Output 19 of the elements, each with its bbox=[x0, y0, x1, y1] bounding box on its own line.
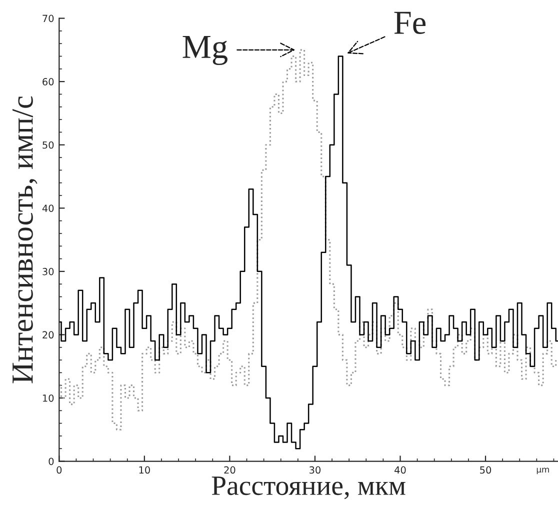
x-tick-label: 20 bbox=[224, 466, 236, 474]
series-label: Mg bbox=[182, 36, 228, 66]
x-tick-label: 30 bbox=[310, 466, 321, 474]
y-tick-label: 10 bbox=[42, 394, 54, 402]
text: µm bbox=[536, 468, 549, 474]
y-tick-label: 20 bbox=[42, 331, 54, 339]
x-tick-label: 50 bbox=[480, 466, 492, 474]
y-tick-label: 60 bbox=[42, 78, 54, 86]
y-tick-label: 0 bbox=[48, 458, 54, 466]
x-tick-label: 40 bbox=[394, 466, 406, 474]
legend-label: Fe bbox=[394, 12, 426, 34]
y-axis-title: Интенсивность, имп/с bbox=[12, 96, 38, 384]
y-tick-label: 50 bbox=[42, 141, 54, 149]
y-tick-label: 40 bbox=[42, 204, 54, 212]
x-axis-title: Расстояние, мкм bbox=[212, 476, 406, 500]
x-tick-label: 10 bbox=[139, 466, 150, 474]
x-tick-label: 0 bbox=[56, 466, 62, 474]
y-tick-label: 30 bbox=[42, 268, 54, 276]
y-tick-label: 70 bbox=[42, 14, 54, 22]
